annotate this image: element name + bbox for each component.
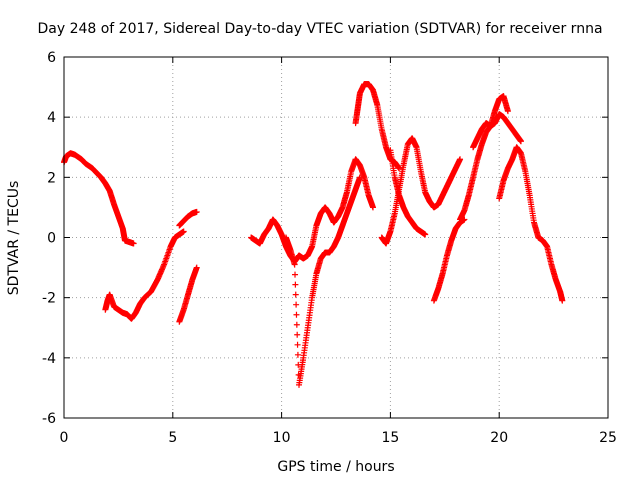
y-tick-label: 0 bbox=[47, 231, 56, 247]
data-point bbox=[291, 261, 298, 268]
data-point bbox=[294, 331, 301, 338]
x-tick-label: 5 bbox=[168, 430, 177, 446]
data-points bbox=[61, 81, 566, 388]
data-point bbox=[293, 321, 300, 328]
x-tick-label: 20 bbox=[490, 430, 508, 446]
series-seg7 bbox=[326, 174, 363, 256]
data-point bbox=[180, 228, 187, 235]
series-seg10 bbox=[387, 147, 429, 238]
data-point bbox=[130, 240, 137, 247]
data-point bbox=[293, 301, 300, 308]
data-point bbox=[293, 311, 300, 318]
series-seg14 bbox=[496, 144, 566, 304]
data-point bbox=[292, 291, 299, 298]
y-tick-label: -4 bbox=[42, 351, 56, 367]
y-tick-label: 6 bbox=[47, 50, 56, 66]
y-tick-label: 2 bbox=[47, 170, 56, 186]
series-seg3 bbox=[176, 208, 200, 229]
y-tick-label: 4 bbox=[47, 110, 56, 126]
axis-ticks: 0 5 10 15 20 25 -6 -4 -2 0 2 4 6 bbox=[42, 50, 617, 446]
data-point bbox=[559, 297, 566, 304]
x-axis-label: GPS time / hours bbox=[277, 459, 394, 475]
data-point bbox=[294, 351, 301, 358]
y-tick-label: -2 bbox=[42, 291, 56, 307]
data-point bbox=[504, 108, 511, 115]
x-tick-label: 10 bbox=[273, 430, 291, 446]
series-seg11 bbox=[430, 216, 468, 304]
x-tick-label: 25 bbox=[599, 430, 617, 446]
data-point bbox=[294, 341, 301, 348]
x-tick-label: 15 bbox=[381, 430, 399, 446]
data-point bbox=[292, 271, 299, 278]
data-point bbox=[457, 156, 464, 163]
data-point bbox=[292, 281, 299, 288]
chart-title: Day 248 of 2017, Sidereal Day-to-day VTE… bbox=[37, 21, 602, 37]
data-point bbox=[422, 231, 429, 238]
series-seg9 bbox=[378, 135, 464, 247]
series-seg4 bbox=[176, 264, 200, 325]
x-tick-label: 0 bbox=[60, 430, 69, 446]
data-point bbox=[193, 264, 200, 271]
series-seg2 bbox=[102, 228, 187, 322]
y-axis-label: SDTVAR / TECUs bbox=[6, 181, 22, 296]
series-seg13 bbox=[470, 93, 511, 151]
data-point bbox=[396, 165, 403, 172]
data-point bbox=[193, 208, 200, 215]
y-tick-label: -6 bbox=[42, 411, 56, 427]
data-point bbox=[369, 204, 376, 211]
data-point bbox=[517, 138, 524, 145]
data-point bbox=[356, 174, 363, 181]
